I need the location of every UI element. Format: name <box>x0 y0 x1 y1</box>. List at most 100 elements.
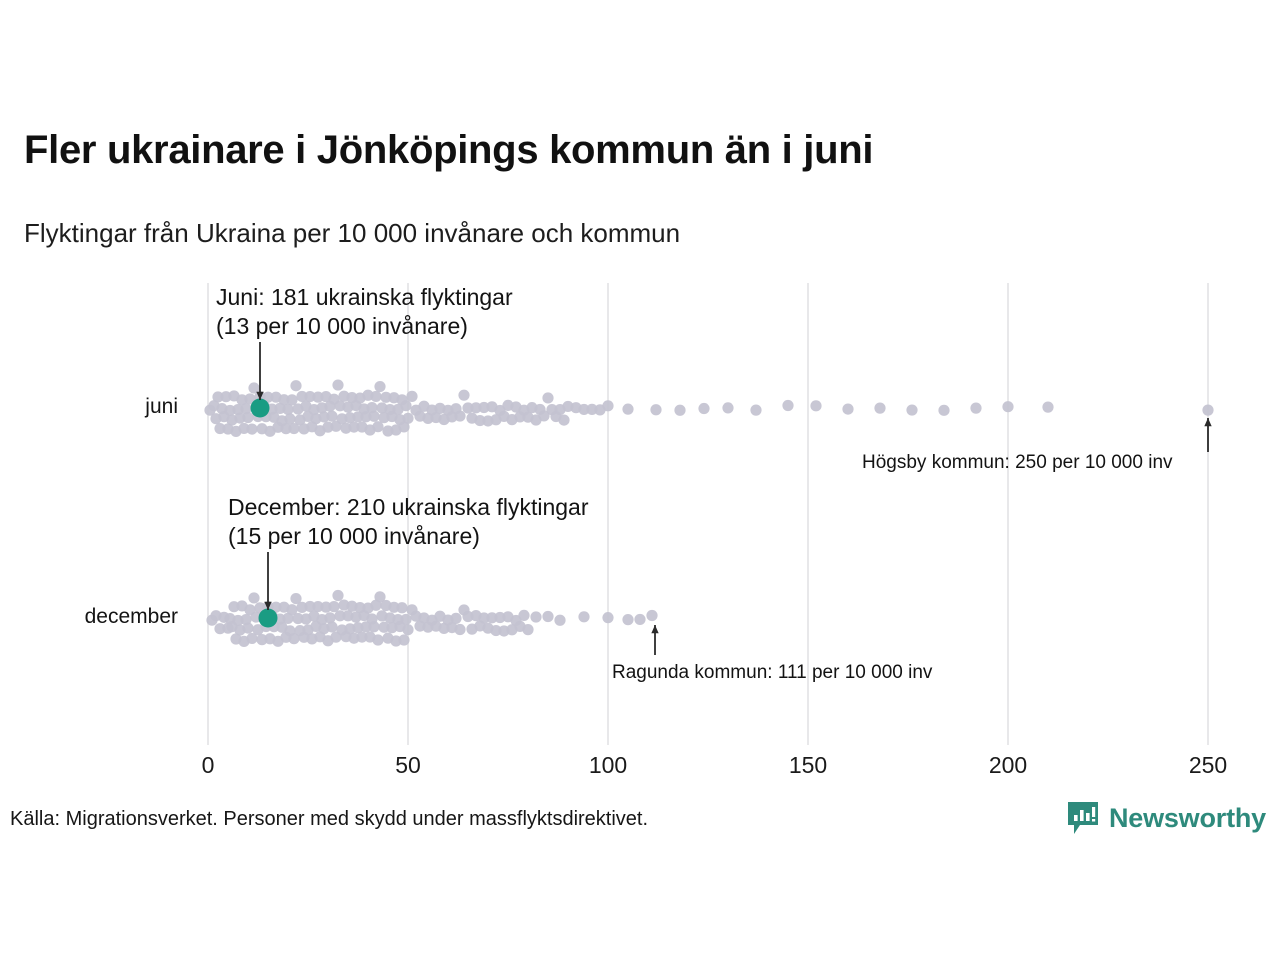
data-dot <box>214 623 226 635</box>
data-dot <box>486 612 498 624</box>
data-dot <box>374 380 386 393</box>
data-dot <box>320 601 332 613</box>
newsworthy-logo-text: Newsworthy <box>1108 802 1266 833</box>
data-dot <box>246 632 258 645</box>
x-axis-tick-200: 200 <box>988 752 1028 778</box>
data-dot <box>332 589 344 602</box>
data-dot <box>262 391 274 403</box>
data-dot <box>542 610 554 623</box>
x-axis-tick-100: 100 <box>588 752 628 778</box>
newsworthy-logo: Newsworthy <box>1066 800 1266 836</box>
data-dot <box>554 614 566 626</box>
data-dot <box>288 633 300 645</box>
data-dot <box>366 402 378 414</box>
bar-chart-speech-bubble-icon <box>1067 802 1098 834</box>
x-axis-tick-0: 0 <box>201 752 215 778</box>
data-dot <box>290 380 302 392</box>
page-title: Fler ukrainare i Jönköpings kommun än i … <box>24 128 874 172</box>
data-dot <box>380 391 392 403</box>
data-dot <box>400 400 412 412</box>
data-dot <box>324 612 336 624</box>
data-dot <box>938 404 950 416</box>
annotation-juni: Juni: 181 ukrainska flyktingar (13 per 1… <box>216 283 513 341</box>
data-dot <box>522 624 534 636</box>
data-dot <box>278 394 290 406</box>
data-dot <box>280 423 292 435</box>
data-dot <box>328 601 340 613</box>
data-dot <box>578 403 590 416</box>
annotation-december-line1: December: 210 ukrainska flyktingar <box>228 494 589 520</box>
data-dot <box>782 399 794 412</box>
data-dot <box>242 622 254 634</box>
data-dot <box>538 410 550 422</box>
gridlines <box>207 283 1209 745</box>
data-dot <box>490 624 502 637</box>
data-dot <box>402 412 414 424</box>
data-dot <box>332 379 344 391</box>
data-dot <box>586 403 598 416</box>
data-dot <box>246 423 258 435</box>
data-dot <box>284 413 296 425</box>
data-dot <box>248 592 260 604</box>
data-dot <box>372 421 384 433</box>
data-dot <box>240 614 252 626</box>
data-dot <box>622 403 634 415</box>
data-dot <box>352 411 364 423</box>
data-dot <box>602 400 614 412</box>
data-dot <box>450 612 462 624</box>
data-dot <box>286 604 298 616</box>
data-dot <box>458 389 470 401</box>
dot-group-december <box>206 589 658 647</box>
data-dot <box>398 421 410 433</box>
data-dot <box>406 390 418 402</box>
callout-ragunda: Ragunda kommun: 111 per 10 000 inv <box>612 662 933 683</box>
data-dot <box>400 613 412 626</box>
data-dot <box>698 402 710 415</box>
data-dot <box>402 624 414 636</box>
data-dot <box>372 634 384 646</box>
annotation-juni-line2: (13 per 10 000 invånare) <box>216 313 468 339</box>
data-dot <box>304 390 316 403</box>
data-dot <box>270 601 282 613</box>
data-dot <box>238 422 250 435</box>
data-dot <box>248 382 260 394</box>
data-dot <box>360 621 372 633</box>
data-dot <box>1042 401 1054 413</box>
data-dot <box>326 621 338 633</box>
data-dot <box>462 402 474 414</box>
data-dot <box>874 402 886 414</box>
data-dot <box>602 612 614 624</box>
data-dot <box>810 400 822 412</box>
data-dot <box>304 600 316 613</box>
annotation-december: December: 210 ukrainska flyktingar (15 p… <box>228 493 589 551</box>
data-dot <box>542 392 554 404</box>
data-dot <box>288 422 300 435</box>
data-dot <box>842 403 854 415</box>
data-dot <box>312 391 324 403</box>
data-dot <box>212 391 224 403</box>
data-dot <box>398 634 410 646</box>
data-dot <box>244 393 256 405</box>
data-dot <box>478 612 490 624</box>
data-dot <box>296 390 308 403</box>
data-dot <box>356 631 368 643</box>
data-dot <box>388 601 400 613</box>
data-dot <box>396 602 408 614</box>
data-dot <box>282 403 294 415</box>
data-dot <box>558 414 570 426</box>
data-dot <box>286 394 298 406</box>
data-dot <box>494 611 506 624</box>
data-dot <box>478 401 490 414</box>
data-dot <box>348 421 360 433</box>
data-dot <box>282 612 294 624</box>
data-dot <box>368 410 380 422</box>
arrow-juni-head <box>256 391 264 400</box>
source-note: Källa: Migrationsverket. Personer med sk… <box>10 808 649 830</box>
data-dot <box>650 404 662 416</box>
x-axis-tick-250: 250 <box>1188 752 1228 778</box>
data-dot <box>722 402 734 414</box>
arrow-december-head <box>264 601 272 610</box>
data-dot <box>240 403 252 415</box>
x-axis-tick-150: 150 <box>788 752 828 778</box>
